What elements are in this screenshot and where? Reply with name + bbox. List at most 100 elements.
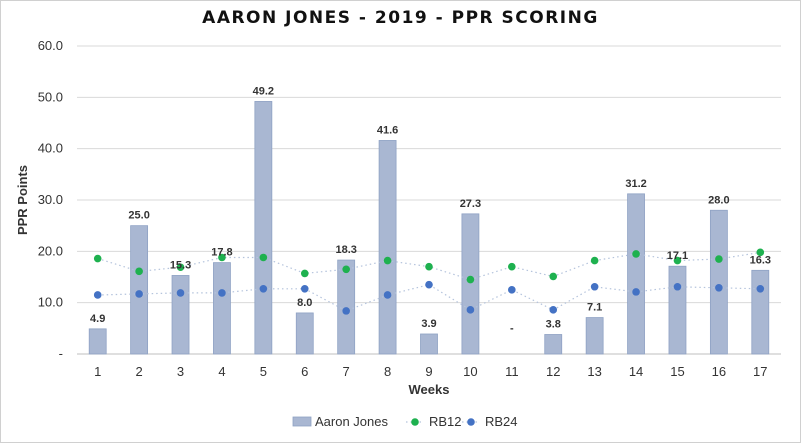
- y-tick-labels: - 10.0 20.0 30.0 40.0 50.0 60.0: [38, 38, 63, 361]
- data-label: 31.2: [625, 178, 646, 190]
- scatter-point: [259, 253, 268, 262]
- bar: [627, 193, 645, 355]
- legend-swatch-dot: [411, 418, 419, 426]
- grid-lines: [77, 45, 781, 355]
- bar: [751, 269, 770, 355]
- data-label: 28.0: [708, 194, 729, 206]
- bar: [378, 140, 397, 355]
- y-tick-label: 50.0: [38, 89, 63, 104]
- chart-title: AARON JONES - 2019 - PPR SCORING: [202, 8, 599, 28]
- x-tick-label: 5: [260, 364, 267, 379]
- legend-label: RB12: [429, 414, 462, 429]
- x-tick-label: 8: [384, 364, 391, 379]
- x-tick-label: 10: [463, 364, 477, 379]
- x-tick-label: 4: [218, 364, 225, 379]
- bar: [254, 101, 273, 355]
- data-label: 17.1: [667, 250, 688, 262]
- data-label: 15.3: [170, 259, 191, 271]
- x-tick-label: 15: [670, 364, 684, 379]
- x-tick-label: 11: [505, 364, 519, 379]
- scatter-point: [342, 307, 350, 315]
- trend-line: [97, 284, 761, 312]
- bar: [585, 317, 604, 355]
- x-tick-label: 3: [177, 364, 184, 379]
- scatter-point: [425, 262, 433, 271]
- legend-label: RB24: [485, 414, 518, 429]
- y-tick-label: 40.0: [38, 141, 63, 156]
- data-label: 49.2: [253, 85, 274, 97]
- x-tick-label: 16: [712, 364, 726, 379]
- scatter-point: [135, 290, 143, 298]
- y-tick-label: 30.0: [38, 192, 63, 207]
- x-tick-label: 17: [753, 364, 767, 379]
- x-tick-label: 12: [546, 364, 560, 379]
- legend: Aaron Jones RB12 RB24: [292, 414, 518, 429]
- bar: [544, 334, 563, 355]
- scatter-point: [259, 285, 268, 293]
- x-tick-label: 9: [425, 364, 432, 379]
- scatter-point: [218, 253, 226, 262]
- scatter-point: [135, 267, 143, 276]
- scatter-point: [632, 250, 640, 258]
- scatter-point: [590, 256, 599, 265]
- data-label: 41.6: [377, 124, 398, 136]
- data-label: 17.8: [211, 247, 232, 259]
- scatter-point: [673, 282, 682, 291]
- scatter-point: [715, 283, 723, 292]
- scatter-point: [590, 282, 599, 291]
- y-tick-label: 60.0: [38, 38, 63, 53]
- scatter-point: [632, 288, 640, 296]
- data-label: 3.9: [421, 318, 436, 330]
- x-axis-label: Weeks: [409, 382, 450, 397]
- trend-lines: [97, 251, 761, 312]
- scatter-point: [93, 254, 102, 263]
- scatter-point: [93, 291, 102, 299]
- x-tick-label: 14: [629, 364, 643, 379]
- scatter-point: [176, 263, 185, 272]
- data-label: 4.9: [90, 313, 105, 325]
- data-label: 25.0: [128, 210, 149, 222]
- bar: [295, 312, 314, 355]
- scatter-point: [300, 269, 309, 278]
- legend-swatch-dot: [467, 418, 475, 426]
- y-tick-label: 10.0: [38, 295, 63, 310]
- data-label: 16.3: [750, 254, 771, 266]
- scatter-point: [383, 291, 392, 299]
- data-label: 3.8: [546, 318, 561, 330]
- scatter-point: [756, 285, 765, 293]
- bar: [171, 275, 190, 355]
- bar: [461, 213, 480, 355]
- y-tick-label: -: [59, 346, 63, 361]
- scatter-point: [508, 262, 516, 271]
- scatter-point: [425, 280, 433, 289]
- bar: [420, 333, 438, 355]
- scatter-point: [756, 248, 765, 257]
- x-tick-label: 7: [343, 364, 350, 379]
- scatter-point: [383, 256, 392, 265]
- scatter-point: [549, 306, 558, 314]
- scatter-point: [466, 306, 475, 314]
- legend-swatch-bar: [292, 416, 312, 427]
- x-tick-label: 1: [94, 364, 101, 379]
- scatter-point: [508, 286, 516, 294]
- legend-label: Aaron Jones: [315, 414, 388, 429]
- scatter-points: [93, 248, 765, 315]
- scatter-point: [673, 256, 682, 265]
- x-tick-label: 6: [301, 364, 308, 379]
- data-label: 18.3: [335, 244, 356, 256]
- scatter-point: [715, 255, 723, 263]
- bar: [88, 328, 107, 355]
- data-label: 7.1: [587, 302, 602, 314]
- x-tick-label: 13: [587, 364, 601, 379]
- data-label: 27.3: [460, 198, 481, 210]
- x-tick-labels: 1 2 3 4 5 6 7 8 9 10 11 12 13 14 15 16 17: [94, 364, 767, 379]
- data-labels: 4.9 25.0 15.3 17.8 49.2 8.0 18.3 41.6 3.9 27.3 - 3.…: [90, 85, 771, 334]
- data-label: 8.0: [297, 297, 312, 309]
- scatter-point: [549, 272, 558, 281]
- data-label: -: [510, 323, 514, 335]
- scatter-point: [218, 289, 226, 297]
- bar: [668, 265, 687, 355]
- y-tick-label: 20.0: [38, 243, 63, 258]
- bar: [709, 209, 728, 355]
